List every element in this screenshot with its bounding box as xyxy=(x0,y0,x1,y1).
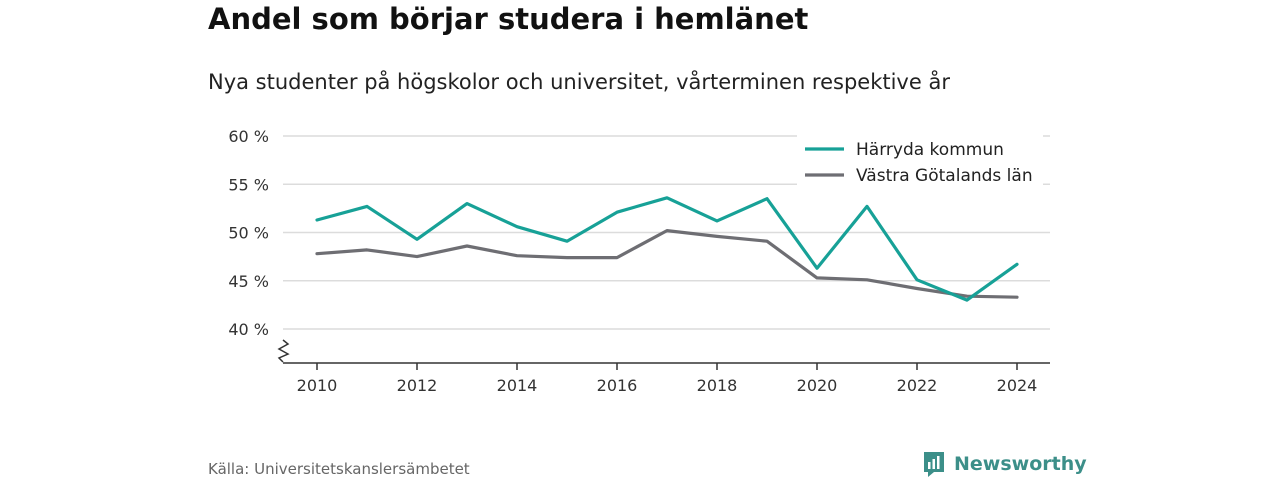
chart-title: Andel som börjar studera i hemlänet xyxy=(208,2,809,36)
chart-subtitle: Nya studenter på högskolor och universit… xyxy=(208,70,950,94)
series-line-harryda xyxy=(315,196,1019,302)
x-tick-label: 2012 xyxy=(397,376,438,395)
y-tick-label: 40 % xyxy=(228,320,269,339)
series-line-vastra-gotaland xyxy=(315,229,1019,299)
x-tick-label: 2014 xyxy=(497,376,538,395)
x-tick-label: 2024 xyxy=(997,376,1038,395)
legend-label: Västra Götalands län xyxy=(856,166,1033,186)
bar-chart-icon xyxy=(924,452,944,477)
y-tick-label: 45 % xyxy=(228,272,269,291)
x-tick-label: 2020 xyxy=(797,376,838,395)
newsworthy-logo: Newsworthy xyxy=(922,450,1087,478)
x-tick-label: 2016 xyxy=(597,376,638,395)
brand-name: Newsworthy xyxy=(954,453,1087,475)
line-chart: 40 % 45 % 50 % 55 % 60 % 2010 2012 2014 2016 2018… xyxy=(228,127,1050,395)
axis-break-icon xyxy=(277,339,290,363)
legend-label: Härryda kommun xyxy=(856,140,1004,160)
x-tick-label: 2022 xyxy=(897,376,938,395)
source-note: Källa: Universitetskanslersämbetet xyxy=(208,460,470,478)
y-tick-label: 50 % xyxy=(228,224,269,243)
y-tick-label: 55 % xyxy=(228,175,269,194)
y-tick-label: 60 % xyxy=(228,127,269,146)
legend-box xyxy=(797,133,1043,191)
x-tick-label: 2010 xyxy=(297,376,338,395)
x-tick-label: 2018 xyxy=(697,376,738,395)
